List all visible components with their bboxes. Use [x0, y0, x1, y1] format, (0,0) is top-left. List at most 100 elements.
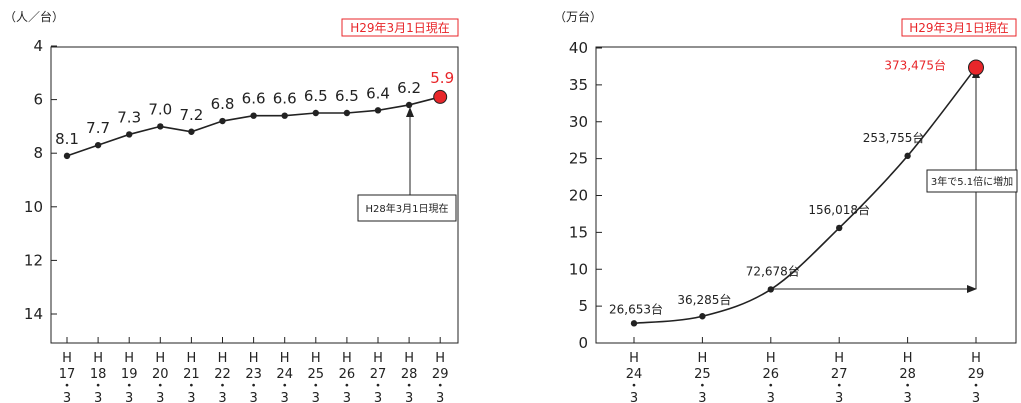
left-x-tick-label: ・ [403, 379, 416, 394]
left-data-point [188, 128, 195, 135]
left-x-tick-label: 3 [63, 391, 71, 403]
right-x-tick-label: 24 [626, 367, 643, 382]
left-x-tick-label: ・ [309, 379, 322, 394]
right-x-tick-label: H [834, 351, 844, 366]
right-x-tick-label: 3 [972, 391, 980, 403]
left-y-tick-label: 8 [33, 144, 43, 162]
right-annotation-box [926, 169, 1018, 193]
left-x-tick-label: H [311, 351, 321, 366]
right-y-tick-label: 40 [569, 39, 588, 57]
right-x-tick-label: H [903, 351, 913, 366]
right-x-tick-label: 27 [831, 367, 848, 382]
right-series-line [633, 67, 977, 325]
left-x-tick-label: 3 [187, 391, 195, 403]
right-x-tick-label: 3 [835, 391, 843, 403]
right-data-point [836, 224, 843, 232]
left-annotation-text: H28年3月1日現在 [366, 202, 449, 215]
right-data-point [630, 320, 638, 327]
right-y-tick-label: 30 [569, 113, 588, 131]
left-y-tick-label: 10 [24, 198, 43, 216]
left-data-label: 7.2 [179, 106, 203, 124]
left-x-tick-label: 24 [276, 367, 293, 382]
left-series: 8.1 7.7 7.3 7.0 7.2 6.8 6.6 6.6 6.5 6.5 6.4 6.2 5.9 [55, 69, 454, 160]
left-x-tick-label: ・ [216, 379, 229, 394]
right-x-tick-label: ・ [833, 379, 846, 394]
left-data-label: 6.4 [366, 84, 390, 102]
right-x-tick-label: 3 [698, 391, 706, 403]
left-y-axis: 4 6 8 10 12 14 [24, 37, 57, 323]
left-x-axis: H17・3H18・3H19・3H20・3H21・3H22・3H23・3H24・3… [59, 337, 448, 403]
left-data-label: 6.6 [273, 90, 297, 108]
right-y-tick-label: 5 [578, 297, 588, 315]
left-data-label: 6.5 [304, 87, 328, 105]
left-x-tick-label: ・ [123, 379, 136, 394]
right-x-tick-label: 3 [903, 391, 911, 403]
left-annotation-box [357, 194, 457, 222]
left-data-label: 6.5 [335, 87, 359, 105]
left-x-tick-label: ・ [185, 379, 198, 394]
left-data-point [94, 141, 102, 149]
left-data-label: 7.3 [117, 108, 141, 126]
right-data-label: 373,475台 [884, 58, 946, 73]
left-x-tick-label: H [404, 351, 414, 366]
left-data-point [219, 117, 226, 125]
left-x-tick-label: ・ [154, 379, 167, 394]
left-x-tick-label: H [435, 351, 445, 366]
left-date-badge [341, 18, 459, 37]
left-x-tick-label: ・ [371, 379, 384, 394]
left-data-label: 7.0 [148, 100, 172, 118]
left-x-tick-label: 25 [308, 367, 325, 382]
left-x-tick-label: 3 [343, 391, 351, 403]
right-x-tick-label: H [629, 351, 639, 366]
left-x-tick-label: 3 [436, 391, 444, 403]
right-x-tick-label: 3 [630, 391, 638, 403]
left-x-tick-label: 3 [312, 391, 320, 403]
right-data-point [904, 152, 911, 160]
right-data-point [767, 286, 774, 293]
left-plot-frame [50, 46, 459, 344]
left-data-label: 7.7 [86, 119, 110, 137]
left-data-label: 6.6 [242, 90, 266, 108]
left-x-tick-label: H [373, 351, 383, 366]
left-data-point [63, 152, 71, 160]
left-x-tick-label: 3 [374, 391, 382, 403]
right-plot-frame [595, 46, 1017, 344]
right-date-badge-text: H29年3月1日現在 [909, 21, 1009, 35]
right-y-tick-label: 10 [569, 260, 588, 278]
right-y-tick-label: 35 [569, 76, 588, 94]
left-x-tick-label: ・ [60, 379, 73, 394]
left-x-tick-label: 3 [125, 391, 133, 403]
left-x-tick-label: ・ [92, 379, 105, 394]
left-x-tick-label: 3 [94, 391, 102, 403]
left-x-tick-label: 3 [281, 391, 289, 403]
left-data-point [312, 109, 319, 117]
left-x-tick-label: 22 [214, 367, 231, 382]
left-x-tick-label: 21 [183, 367, 200, 382]
left-x-tick-label: 3 [156, 391, 164, 403]
left-data-label: 6.2 [397, 79, 421, 97]
left-y-tick-label: 14 [24, 305, 43, 323]
left-x-tick-label: H [93, 351, 103, 366]
left-y-unit-label: （人／台） [4, 9, 64, 24]
left-y-tick-label: 12 [24, 251, 43, 269]
left-x-tick-label: ・ [434, 379, 447, 394]
right-x-tick-label: 29 [968, 367, 985, 382]
left-y-tick-label: 4 [33, 37, 43, 55]
right-data-point [968, 59, 984, 76]
left-data-label: 8.1 [55, 130, 79, 148]
left-y-tick-label: 6 [33, 91, 43, 109]
left-x-tick-label: H [124, 351, 134, 366]
left-x-tick-label: ・ [247, 379, 260, 394]
right-x-tick-label: 26 [763, 367, 780, 382]
left-x-tick-label: H [342, 351, 352, 366]
left-annotation-arrowhead [406, 107, 414, 117]
left-x-tick-label: 20 [152, 367, 169, 382]
left-x-tick-label: 3 [249, 391, 257, 403]
right-y-axis: 0 5 10 15 20 25 30 35 40 [569, 39, 602, 352]
right-x-tick-label: H [766, 351, 776, 366]
right-x-tick-label: 3 [767, 391, 775, 403]
right-data-point [699, 313, 706, 320]
